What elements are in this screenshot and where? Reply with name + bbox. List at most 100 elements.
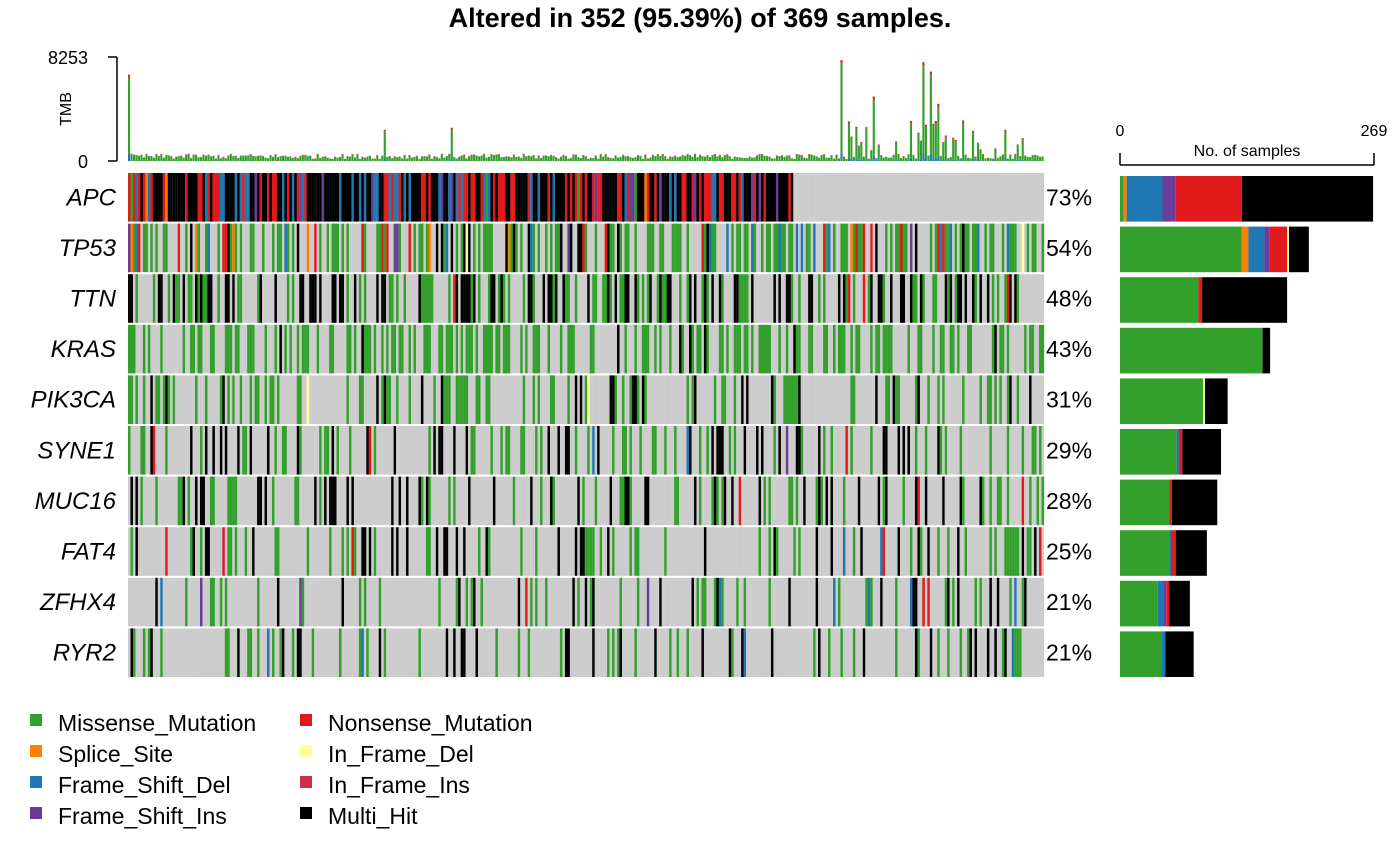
matrix-cell (155, 375, 158, 424)
matrix-cell (584, 426, 588, 475)
matrix-cell (425, 426, 429, 475)
matrix-cell (584, 223, 588, 273)
matrix-cell (1001, 223, 1005, 273)
matrix-cell (984, 223, 988, 273)
matrix-cell (852, 223, 856, 273)
matrix-cell (607, 476, 610, 526)
matrix-cell (274, 324, 278, 374)
matrix-cell (875, 223, 878, 273)
matrix-cell (684, 375, 687, 424)
matrix-cell (552, 426, 556, 475)
matrix-cell (321, 476, 325, 526)
matrix-cell (252, 223, 255, 273)
matrix-cell (986, 527, 990, 576)
matrix-cell (927, 324, 930, 374)
matrix-cell (1006, 527, 1010, 576)
matrix-cell (597, 426, 600, 475)
tmb-bar-segment (937, 103, 940, 107)
matrix-cell (406, 173, 409, 222)
matrix-cell (418, 375, 422, 424)
matrix-cell (527, 173, 531, 222)
matrix-cell (500, 476, 503, 526)
percent-label: 31% (1046, 387, 1092, 413)
matrix-cell (475, 527, 479, 576)
matrix-cell (172, 173, 176, 222)
matrix-cell (438, 527, 441, 576)
matrix-cell (458, 426, 461, 475)
matrix-cell (450, 375, 454, 424)
matrix-cell (1041, 173, 1045, 222)
matrix-cell (1026, 527, 1030, 576)
tmb-bar-segment (989, 158, 992, 161)
matrix-cell (860, 527, 863, 576)
matrix-cell (674, 527, 677, 576)
matrix-cell (361, 527, 364, 576)
side-bar-segment (1120, 226, 1242, 273)
tmb-bar-segment (276, 157, 280, 161)
tmb-bar-segment (510, 157, 513, 161)
tmb-bar-segment (939, 156, 942, 161)
matrix-cell (783, 375, 786, 424)
matrix-cell (286, 173, 290, 222)
matrix-cell (145, 274, 149, 323)
matrix-cell (376, 274, 379, 323)
matrix-cell (912, 274, 916, 323)
matrix-cell (855, 628, 858, 677)
matrix-cell (572, 426, 575, 475)
matrix-cell (914, 223, 918, 273)
matrix-cell (167, 628, 171, 677)
matrix-cell (773, 577, 777, 627)
matrix-cell (552, 274, 556, 323)
matrix-cell (316, 223, 320, 273)
tmb-bar-segment (242, 155, 245, 161)
matrix-cell (691, 223, 695, 273)
matrix-cell (649, 527, 652, 576)
matrix-cell (299, 173, 302, 222)
matrix-cell (542, 375, 546, 424)
matrix-cell (1039, 324, 1042, 374)
matrix-cell (157, 223, 161, 273)
matrix-cell (607, 426, 610, 475)
tmb-bar-segment (872, 99, 875, 156)
side-bar-fat4 (1120, 530, 1207, 576)
matrix-cell (721, 324, 724, 374)
matrix-cell (698, 628, 702, 677)
matrix-cell (659, 223, 662, 273)
tmb-bar-segment (885, 157, 888, 161)
matrix-cell (569, 426, 573, 475)
matrix-cell (331, 426, 335, 475)
matrix-cell (152, 476, 156, 526)
matrix-cell (331, 223, 335, 273)
matrix-cell (386, 223, 389, 273)
matrix-cell (445, 577, 449, 627)
matrix-cell (500, 324, 503, 374)
tmb-bar-segment (465, 158, 468, 161)
matrix-cell (281, 375, 285, 424)
matrix-cell (862, 223, 866, 273)
tmb-bar-segment (984, 158, 987, 161)
matrix-cell (527, 577, 531, 627)
tmb-bar-segment (887, 157, 890, 161)
matrix-cell (353, 426, 357, 475)
side-bar-segment (1264, 226, 1270, 273)
matrix-cell (828, 324, 831, 374)
matrix-cell (271, 527, 275, 576)
matrix-cell (478, 173, 481, 222)
matrix-cell (584, 527, 588, 576)
matrix-cell (460, 577, 464, 627)
tmb-bar-segment (577, 157, 580, 161)
matrix-cell (934, 173, 938, 222)
matrix-cell (676, 173, 680, 222)
matrix-cell (885, 375, 888, 424)
matrix-cell (356, 426, 360, 475)
tmb-bar-segment (805, 158, 808, 161)
matrix-cell (837, 274, 841, 323)
matrix-cell (180, 173, 183, 222)
matrix-cell (182, 324, 186, 374)
matrix-cell (487, 173, 491, 222)
matrix-cell (559, 375, 563, 424)
matrix-cell (314, 527, 317, 576)
matrix-cell (348, 324, 352, 374)
matrix-cell (872, 426, 876, 475)
side-bar-segment (1169, 580, 1190, 627)
